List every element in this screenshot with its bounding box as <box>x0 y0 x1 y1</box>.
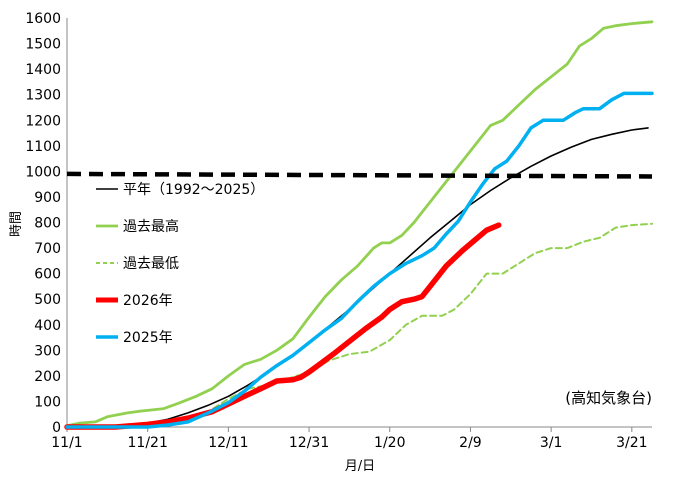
series-line-1 <box>65 20 654 428</box>
y-axis-title: 時間 <box>9 211 24 237</box>
x-tick-label: 12/31 <box>289 435 329 451</box>
legend-label: 2025年 <box>123 330 173 346</box>
x-axis-title: 月/日 <box>345 459 375 474</box>
x-tick-labels: 11/1 11/21 12/11 12/31 1/20 2/9 3/1 3/21 <box>51 427 648 451</box>
series-lines <box>64 20 654 430</box>
series-line-3 <box>64 222 502 430</box>
legend-label: 平年（1992～2025） <box>123 182 264 198</box>
x-tick-label: 2/9 <box>459 435 482 451</box>
y-tick-label: 900 <box>34 190 61 206</box>
y-tick-label: 400 <box>34 318 61 334</box>
y-tick-label: 1100 <box>25 139 61 155</box>
y-tick-label: 1200 <box>25 113 61 129</box>
legend-label: 2026年 <box>123 293 173 309</box>
x-tick-label: 3/1 <box>540 435 563 451</box>
station-note: (高知気象台) <box>565 389 652 407</box>
y-tick-label: 1300 <box>25 88 61 104</box>
y-tick-label: 200 <box>34 369 61 385</box>
y-tick-label: 100 <box>34 394 61 410</box>
x-tick-label: 12/11 <box>208 435 248 451</box>
y-tick-label: 1500 <box>25 37 61 53</box>
series-line-2 <box>66 222 653 428</box>
y-tick-label: 500 <box>34 292 61 308</box>
y-tick-label: 1400 <box>25 62 61 78</box>
reference-line-1000 <box>66 171 653 179</box>
y-tick-label: 300 <box>34 343 61 359</box>
x-tick-label: 11/21 <box>128 435 168 451</box>
y-tick-label: 0 <box>52 420 61 436</box>
y-tick-label: 1000 <box>25 164 61 180</box>
series-line-4 <box>65 91 654 429</box>
legend-label: 過去最高 <box>123 218 179 235</box>
x-tick-label: 11/1 <box>51 435 82 451</box>
x-tick-label: 1/20 <box>374 435 405 451</box>
x-tick-label: 3/21 <box>616 435 647 451</box>
y-tick-label: 800 <box>34 216 61 232</box>
series-line-0 <box>66 127 649 428</box>
y-tick-labels: 0 100 200 300 400 500 600 700 800 900 1000 1100 1200… <box>25 11 61 436</box>
y-tick-label: 600 <box>34 267 61 283</box>
y-tick-label: 700 <box>34 241 61 257</box>
y-tick-label: 1600 <box>25 11 61 27</box>
legend-label: 過去最低 <box>123 256 179 272</box>
